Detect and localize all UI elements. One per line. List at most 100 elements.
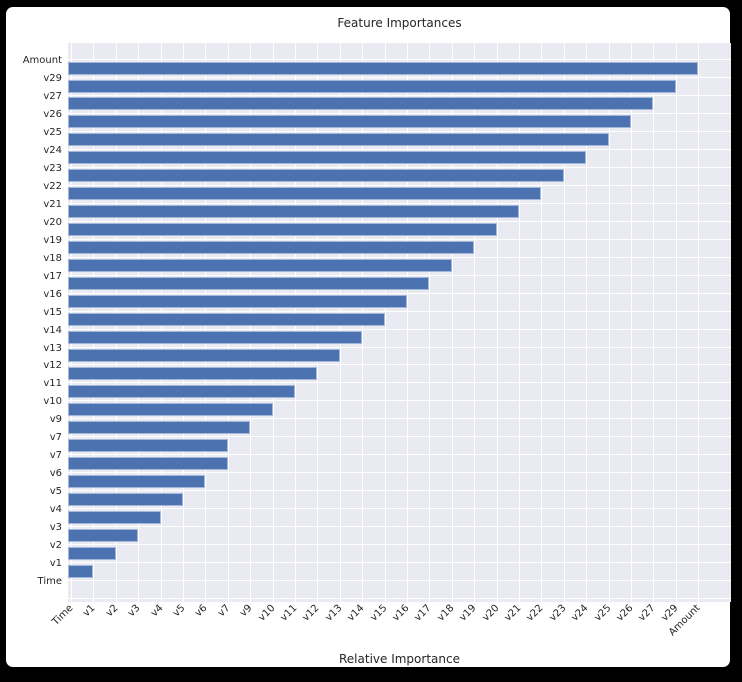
y-tick-label: v12 <box>43 360 62 372</box>
grid-hline <box>68 526 731 528</box>
grid-vline <box>429 43 431 602</box>
grid-hline <box>68 382 731 384</box>
bar <box>68 241 475 255</box>
bar <box>68 492 183 506</box>
bar <box>68 205 519 219</box>
grid-hline <box>68 580 731 581</box>
y-tick-label: v4 <box>49 504 62 516</box>
bar <box>68 295 407 309</box>
grid-hline <box>68 364 731 366</box>
grid-hline <box>68 256 731 258</box>
grid-vline <box>384 43 386 602</box>
bar <box>68 133 609 147</box>
grid-hline <box>68 148 731 150</box>
bar <box>68 474 206 488</box>
bar <box>68 438 228 452</box>
y-tick-label: v27 <box>43 90 62 102</box>
y-tick-label: v29 <box>43 73 62 84</box>
bar <box>68 97 654 111</box>
grid-hline <box>68 544 731 546</box>
figure-background: Feature Importances Amount v29 v27 v26 v25 v2… <box>6 7 731 667</box>
plot-area <box>68 43 731 602</box>
grid-hline <box>68 598 731 599</box>
bar <box>68 528 139 542</box>
bar <box>68 223 497 237</box>
x-axis-label: Relative Importance <box>339 652 460 666</box>
y-tick-label: v13 <box>43 342 62 354</box>
grid-hline <box>68 184 731 186</box>
y-tick-label: v21 <box>43 198 62 210</box>
bar <box>68 384 295 398</box>
bar <box>68 366 318 380</box>
y-tick-label: v26 <box>43 108 62 120</box>
grid-vline <box>653 43 655 602</box>
grid-vline <box>496 43 498 602</box>
y-tick-label: v7 <box>49 450 62 462</box>
grid-hline <box>68 562 731 564</box>
y-tick-label: v14 <box>43 324 62 336</box>
y-tick-label: v10 <box>43 396 62 408</box>
grid-vline <box>586 43 588 602</box>
grid-hline <box>68 472 731 474</box>
bar <box>68 169 564 183</box>
y-tick-label: v20 <box>43 216 62 228</box>
grid-hline <box>68 94 731 96</box>
grid-hline <box>68 454 731 456</box>
y-tick-label: v16 <box>43 288 62 300</box>
grid-vline <box>541 43 543 602</box>
grid-vline <box>563 43 565 602</box>
bar <box>68 510 161 524</box>
chart-title: Feature Importances <box>337 16 462 30</box>
bar <box>68 277 430 291</box>
grid-hline <box>68 418 731 420</box>
grid-hline <box>68 220 731 222</box>
grid-hline <box>68 274 731 276</box>
bar <box>68 456 228 470</box>
grid-vline <box>474 43 476 602</box>
grid-vline <box>631 43 632 602</box>
bar <box>68 115 631 129</box>
y-tick-label: v24 <box>43 144 62 156</box>
grid-vline <box>519 43 520 602</box>
grid-hline <box>68 310 731 312</box>
grid-hline <box>68 202 731 204</box>
y-tick-label: v23 <box>43 162 62 174</box>
bar <box>68 313 385 326</box>
grid-hline <box>68 436 731 438</box>
grid-hline <box>68 112 731 114</box>
grid-hline <box>68 346 731 348</box>
grid-hline <box>68 59 731 60</box>
bar <box>68 402 273 416</box>
y-tick-label: v1 <box>49 558 62 569</box>
y-tick-label: v5 <box>49 486 62 498</box>
bar <box>68 79 676 93</box>
bar <box>68 349 340 362</box>
grid-vline <box>608 43 610 602</box>
bar <box>68 420 251 434</box>
y-tick-label: v7 <box>49 432 62 444</box>
bar <box>68 187 542 201</box>
grid-vline <box>698 43 700 602</box>
bar <box>68 546 116 560</box>
grid-hline <box>68 77 731 78</box>
bar <box>68 61 699 75</box>
bar <box>68 151 587 165</box>
y-tick-label: v17 <box>43 270 62 282</box>
grid-vline <box>675 43 677 602</box>
grid-vline <box>451 43 453 602</box>
y-tick-label: v11 <box>43 378 62 390</box>
bar <box>68 259 452 273</box>
y-tick-label: v6 <box>49 468 62 480</box>
y-tick-label: v22 <box>43 180 62 192</box>
grid-hline <box>68 328 731 330</box>
grid-hline <box>68 238 731 240</box>
grid-hline <box>68 490 731 492</box>
grid-hline <box>68 292 731 294</box>
y-tick-label: v25 <box>43 126 62 138</box>
grid-hline <box>68 400 731 402</box>
y-tick-label: v3 <box>49 522 62 534</box>
grid-hline <box>68 130 731 132</box>
y-tick-label: v15 <box>43 306 62 318</box>
y-tick-label: Amount <box>22 55 62 66</box>
